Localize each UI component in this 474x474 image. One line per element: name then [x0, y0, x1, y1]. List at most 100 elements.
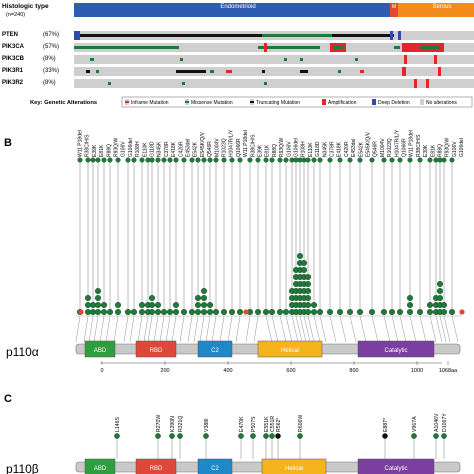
legend-label: Missense Mutation	[191, 100, 233, 106]
lollipop-connector	[211, 315, 217, 343]
mutation-label: E545K/Q/V	[366, 131, 372, 157]
amplification	[404, 55, 407, 64]
domain-abd: ABD	[84, 340, 116, 358]
mutation-label: G118D	[150, 141, 156, 157]
mutation-dot	[94, 302, 101, 309]
truncating	[300, 70, 308, 73]
lollipop-connector	[451, 315, 459, 343]
mutation-label: W11 P18del	[78, 130, 84, 157]
mutation-dot	[397, 309, 404, 316]
domain-helical-c: Helical	[261, 458, 327, 474]
mutation-label: R38C/H/S	[85, 134, 91, 157]
mutation-label: Q546R	[207, 141, 213, 157]
lollipop-connector	[219, 315, 225, 343]
mutation-label: Q546R	[373, 141, 379, 157]
inframe-dot	[243, 309, 249, 315]
domain-label: Catalytic	[384, 348, 407, 354]
mutation-label: R321Q	[178, 416, 184, 432]
mutation-label: R108H	[135, 141, 141, 157]
mutation-dot	[148, 302, 155, 309]
mutation-label: Q1066R	[236, 138, 242, 157]
mutation-dot	[301, 267, 308, 274]
mutation-dot	[114, 302, 121, 309]
row-bg	[74, 67, 474, 76]
mutation-label: E545K/Q/V	[200, 131, 206, 157]
mutation-dot	[154, 302, 161, 309]
gene-name: PIK3R2	[2, 80, 24, 86]
mutation-label: M1004V	[214, 138, 220, 157]
legend-amplification: Amplification	[322, 99, 357, 106]
mutation-label: R38C/H/S	[416, 134, 422, 157]
domain-box	[135, 458, 177, 474]
mutation-label: E551K	[264, 416, 270, 432]
mutation-dot	[427, 302, 434, 309]
mutation-label: R1023Q	[387, 138, 393, 157]
mutation-label: E81K	[265, 144, 271, 157]
serous-bar	[398, 3, 474, 17]
lollipop-connector	[419, 315, 427, 343]
mutation-head	[337, 157, 343, 163]
lollipop-connector	[339, 315, 347, 343]
mutation-dot	[407, 302, 414, 309]
mutation-dot	[166, 309, 173, 316]
missense	[96, 70, 99, 73]
gene-pct: (8%)	[43, 80, 56, 86]
lollipop-connector	[265, 315, 273, 343]
mutation-dot	[433, 433, 439, 439]
mutation-dot	[200, 295, 207, 302]
legend-label: Deep Deletion	[378, 100, 410, 106]
mutation-label: A1046V	[434, 413, 440, 432]
mutation-label: L146S	[115, 416, 121, 432]
mutation-label: G106V	[286, 141, 292, 157]
mutation-label: R270W	[156, 415, 162, 432]
mutation-dot	[220, 309, 227, 316]
mutation-head	[201, 157, 207, 163]
gene-name: PIK3CB	[2, 56, 25, 62]
legend-no-alterations: No alterations	[420, 99, 457, 106]
inframe	[360, 70, 364, 73]
gene-pct: (67%)	[43, 32, 59, 38]
domain-box	[197, 340, 233, 358]
mutation-label: N345K	[157, 141, 163, 157]
mutation-dot	[311, 302, 318, 309]
domain-abd-c: ABD	[84, 458, 116, 474]
axis-tick-label: 800	[349, 368, 358, 374]
mutation-label: R93Q/W	[114, 138, 120, 157]
mutation-dot	[297, 433, 303, 439]
protein-name-p110a: p110α	[6, 345, 39, 359]
missense-track	[258, 46, 320, 49]
mutation-dot	[177, 433, 183, 439]
lollipop-connector	[371, 315, 379, 343]
lollipop-connector	[285, 315, 293, 343]
gene-row-pten: PTEN (67%)	[2, 31, 474, 40]
lollipop-connector	[159, 315, 165, 343]
mutation-dot	[297, 252, 304, 259]
mutation-dot	[194, 302, 201, 309]
mutation-dot	[305, 288, 312, 295]
mutation-dot	[154, 309, 161, 316]
mutation-dot	[263, 309, 270, 316]
panel-c: C L146S R270W K290N R321Q V388I E470K P507S E55…	[4, 393, 461, 474]
mutation-dot	[389, 309, 396, 316]
gene-pct: (57%)	[43, 44, 59, 50]
mutation-label: N345K	[322, 141, 328, 157]
mutation-dot	[311, 309, 318, 316]
domain-rbd-c: RBD	[135, 458, 177, 474]
legend-swatch	[372, 99, 376, 105]
lollipop-plot-c	[114, 433, 447, 459]
mutation-label: G106del	[459, 138, 465, 157]
domain-label: Helical	[285, 466, 303, 472]
amplification	[438, 67, 441, 76]
row-bg	[74, 79, 474, 88]
domain-catalytic-c: Catalytic	[357, 458, 435, 474]
lollipop-connector	[319, 315, 327, 343]
lollipop-connector	[307, 315, 315, 343]
lollipop-connector	[83, 315, 89, 343]
mutation-head	[161, 157, 167, 163]
missense	[210, 70, 214, 73]
mutation-head	[317, 157, 323, 163]
lollipop-connector	[137, 315, 143, 343]
mutation-dot	[441, 433, 447, 439]
mutation-dot	[347, 309, 354, 316]
mutation-dot	[250, 433, 256, 439]
